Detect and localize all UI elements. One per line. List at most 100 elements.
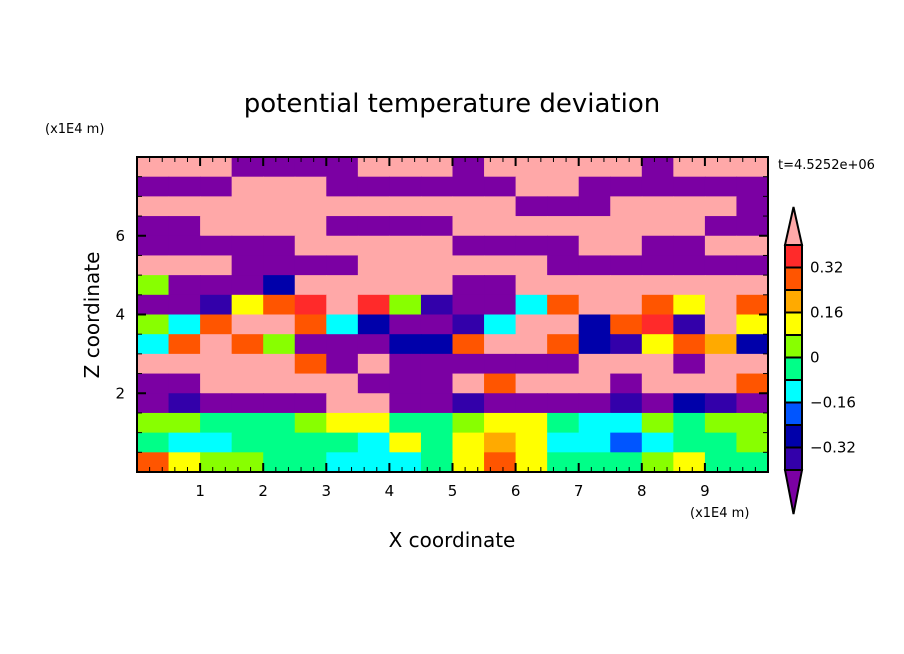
heatmap-cell <box>168 176 201 197</box>
heatmap-cell <box>231 196 264 217</box>
x-tick-label: 3 <box>322 482 332 500</box>
heatmap-cell <box>515 235 548 257</box>
heatmap-cell <box>326 334 359 355</box>
heatmap-cell <box>231 334 264 355</box>
heatmap-cell <box>294 235 327 257</box>
heatmap-cell <box>673 314 706 335</box>
heatmap-cell <box>420 314 454 335</box>
heatmap-cell <box>736 314 769 335</box>
heatmap-cell <box>137 157 170 178</box>
heatmap-cell <box>547 412 580 434</box>
heatmap-cell <box>673 216 706 237</box>
heatmap-cell <box>736 275 769 296</box>
heatmap-cell <box>137 314 170 335</box>
heatmap-cell <box>137 393 170 414</box>
heatmap-cell <box>515 196 548 217</box>
heatmap-cell <box>515 157 548 178</box>
heatmap-cell <box>389 294 422 316</box>
heatmap-cell <box>263 255 296 276</box>
heatmap-cell <box>168 334 201 355</box>
heatmap-cell <box>420 373 454 394</box>
heatmap-cell <box>547 334 580 355</box>
heatmap-cell <box>137 235 170 257</box>
heatmap-cell <box>484 255 517 276</box>
heatmap-cell <box>326 432 359 453</box>
heatmap-cell <box>357 235 390 257</box>
heatmap-cell <box>515 373 548 394</box>
heatmap-cell <box>484 314 517 335</box>
heatmap-cell <box>263 314 296 335</box>
heatmap-cell <box>484 412 517 434</box>
heatmap-cell <box>641 157 674 178</box>
heatmap-cell <box>326 353 359 375</box>
heatmap-cell <box>547 373 580 394</box>
heatmap-cell <box>389 452 422 473</box>
heatmap-cell <box>200 294 233 316</box>
heatmap-cell <box>610 275 643 296</box>
heatmap-cell <box>168 216 201 237</box>
heatmap-cell <box>704 255 738 276</box>
heatmap-cell <box>673 353 706 375</box>
heatmap-cell <box>231 373 264 394</box>
heatmap-cell <box>294 373 327 394</box>
heatmap-cell <box>200 373 233 394</box>
heatmap-cell <box>420 353 454 375</box>
heatmap-cell <box>704 334 738 355</box>
heatmap-cell <box>578 452 611 473</box>
heatmap-cell <box>641 353 674 375</box>
heatmap-cell <box>168 353 201 375</box>
x-tick-label: 4 <box>385 482 395 500</box>
heatmap-cell <box>578 432 611 453</box>
heatmap-cell <box>547 393 580 414</box>
heatmap-cell <box>168 235 201 257</box>
heatmap-cell <box>641 334 674 355</box>
heatmap-cell <box>168 412 201 434</box>
heatmap-cell <box>357 314 390 335</box>
heatmap-cell <box>389 196 422 217</box>
heatmap-cell <box>641 216 674 237</box>
heatmap-cell <box>357 176 390 197</box>
heatmap-cell <box>420 196 454 217</box>
colorbar-label: −0.16 <box>810 394 856 412</box>
heatmap-cell <box>200 275 233 296</box>
heatmap-cell <box>452 235 485 257</box>
heatmap-cell <box>231 314 264 335</box>
x-tick-label: 7 <box>574 482 584 500</box>
colorbar-box <box>784 356 803 381</box>
heatmap-cell <box>610 393 643 414</box>
y-tick-label: 4 <box>115 306 125 324</box>
heatmap-cell <box>547 196 580 217</box>
heatmap-cell <box>673 294 706 316</box>
heatmap-cell <box>231 275 264 296</box>
heatmap-cell <box>294 412 327 434</box>
heatmap-cell <box>263 452 296 473</box>
heatmap-cell <box>389 353 422 375</box>
heatmap-cell <box>294 157 327 178</box>
heatmap-cell <box>704 314 738 335</box>
heatmap-cell <box>231 412 264 434</box>
heatmap-cell <box>263 196 296 217</box>
heatmap-cell <box>610 235 643 257</box>
heatmap-cell <box>263 216 296 237</box>
heatmap-cell <box>673 196 706 217</box>
heatmap-cell <box>137 432 170 453</box>
heatmap-cell <box>452 314 485 335</box>
heatmap-cell <box>389 412 422 434</box>
x-tick-label: 8 <box>637 482 647 500</box>
heatmap-cell <box>578 334 611 355</box>
heatmap-cell <box>200 255 233 276</box>
heatmap-cell <box>326 294 359 316</box>
heatmap-cell <box>326 452 359 473</box>
heatmap-cell <box>294 314 327 335</box>
heatmap-cell <box>610 196 643 217</box>
heatmap-cell <box>168 294 201 316</box>
heatmap-cell <box>736 412 769 434</box>
heatmap-cell <box>578 373 611 394</box>
heatmap-cell <box>704 452 738 473</box>
heatmap-cell <box>704 432 738 453</box>
heatmap-cell <box>168 393 201 414</box>
heatmap-cell <box>294 275 327 296</box>
heatmap-cell <box>168 373 201 394</box>
colorbar-box <box>784 446 803 471</box>
